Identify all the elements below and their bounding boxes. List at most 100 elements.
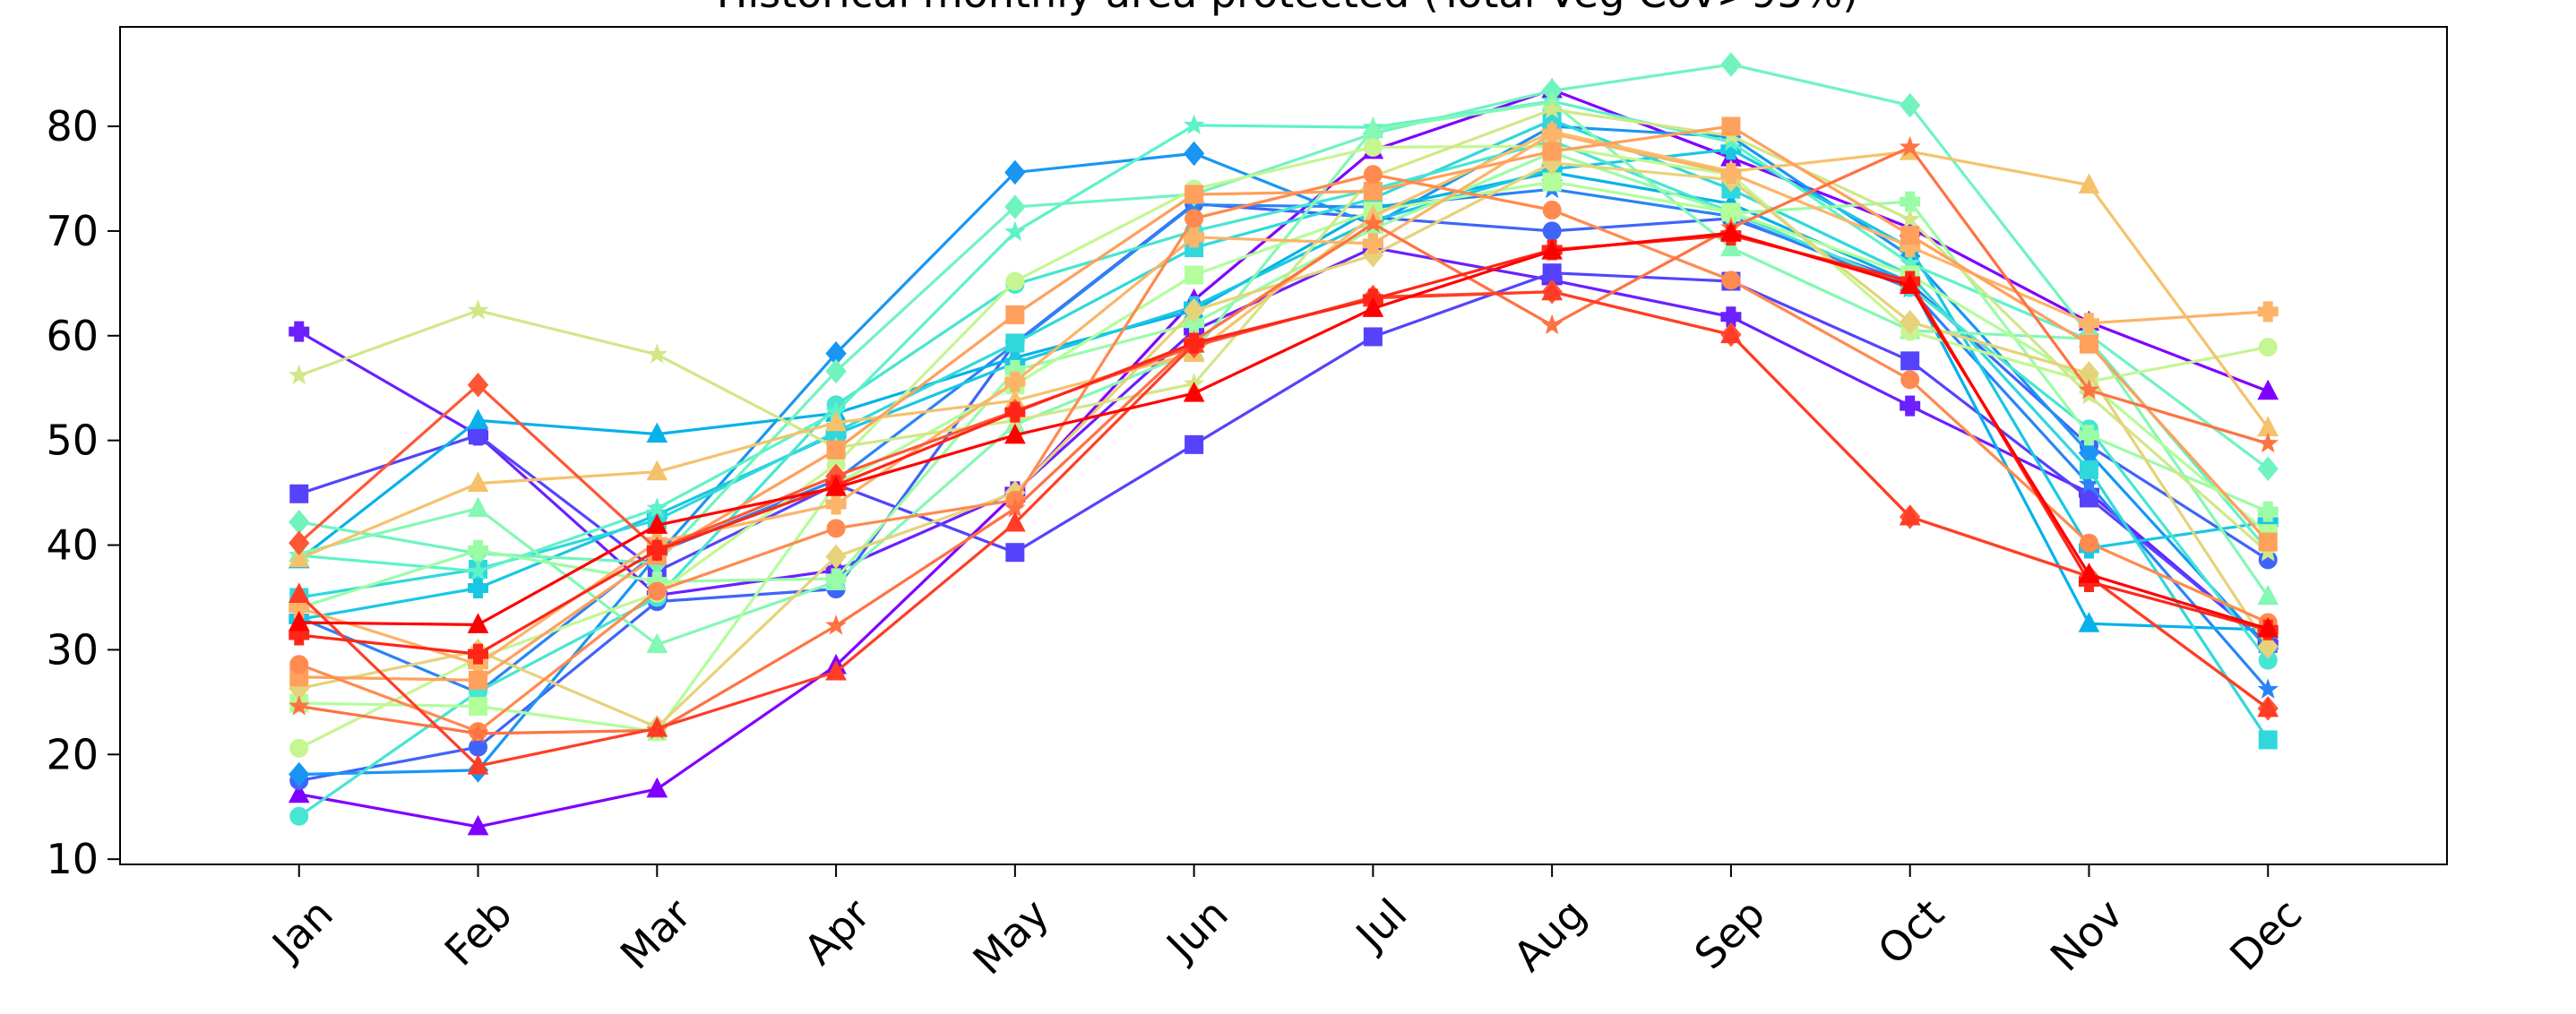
series-21 bbox=[289, 165, 2278, 742]
marker-star bbox=[2078, 379, 2100, 400]
marker-diamond bbox=[825, 358, 847, 384]
marker-triangle bbox=[2257, 379, 2279, 400]
series-line bbox=[298, 144, 2269, 750]
marker-triangle bbox=[2078, 173, 2100, 193]
marker-star bbox=[288, 695, 310, 716]
marker-star bbox=[646, 497, 668, 518]
marker-plus bbox=[1362, 233, 1383, 254]
marker-triangle bbox=[1899, 504, 1921, 526]
marker-diamond bbox=[1183, 297, 1205, 323]
x-tick-label: Apr bbox=[795, 889, 880, 975]
marker-square bbox=[1005, 543, 1025, 563]
marker-triangle bbox=[1362, 296, 1384, 317]
marker-circle bbox=[469, 737, 488, 757]
marker-triangle bbox=[1004, 511, 1026, 532]
marker-triangle bbox=[288, 582, 310, 603]
y-tick-label: 30 bbox=[46, 625, 99, 674]
y-tick-label: 10 bbox=[46, 835, 99, 883]
marker-circle bbox=[1363, 165, 1383, 185]
chart-title: Historical monthly area protected (Total… bbox=[717, 0, 1858, 17]
marker-triangle bbox=[646, 422, 668, 443]
marker-circle bbox=[2258, 338, 2278, 357]
marker-diamond bbox=[1183, 141, 1205, 167]
marker-star bbox=[1899, 208, 1921, 229]
marker-plus bbox=[2257, 501, 2279, 522]
marker-diamond bbox=[2257, 456, 2279, 481]
series-line bbox=[298, 99, 2270, 573]
marker-square bbox=[2079, 488, 2098, 508]
marker-square bbox=[469, 670, 488, 690]
marker-star bbox=[467, 722, 489, 743]
marker-triangle bbox=[1720, 236, 1742, 257]
marker-plus bbox=[1184, 332, 1205, 354]
marker-triangle bbox=[467, 814, 489, 836]
y-tick-label: 40 bbox=[46, 521, 99, 570]
marker-plus bbox=[1004, 401, 1026, 423]
marker-triangle bbox=[467, 408, 489, 429]
marker-circle bbox=[289, 738, 309, 758]
marker-circle bbox=[2079, 533, 2098, 553]
marker-square bbox=[1005, 333, 1025, 353]
plot-area bbox=[120, 27, 2447, 864]
marker-square bbox=[1900, 226, 1920, 245]
marker-triangle bbox=[2078, 563, 2100, 583]
marker-plus bbox=[468, 643, 489, 665]
marker-diamond bbox=[289, 761, 310, 787]
series-line bbox=[298, 271, 2270, 645]
marker-circle bbox=[647, 581, 667, 601]
marker-circle bbox=[1363, 137, 1383, 157]
x-tick-label: Nov bbox=[2041, 889, 2132, 981]
marker-square bbox=[1363, 327, 1383, 347]
marker-star bbox=[2257, 432, 2279, 453]
marker-triangle bbox=[825, 476, 847, 496]
marker-triangle bbox=[825, 659, 847, 681]
marker-circle bbox=[1185, 209, 1204, 228]
series-line bbox=[298, 132, 2269, 666]
marker-diamond bbox=[1720, 52, 1742, 77]
marker-plus bbox=[468, 539, 489, 561]
marker-star bbox=[646, 343, 668, 364]
marker-star bbox=[2257, 678, 2279, 699]
marker-diamond bbox=[1004, 194, 1026, 219]
marker-circle bbox=[1900, 370, 1920, 390]
y-tick-label: 70 bbox=[46, 207, 99, 255]
marker-plus bbox=[289, 321, 310, 342]
marker-triangle bbox=[1183, 381, 1205, 402]
series-19 bbox=[289, 123, 2279, 675]
marker-triangle bbox=[1720, 221, 1742, 242]
marker-triangle bbox=[646, 632, 668, 654]
marker-triangle bbox=[467, 496, 489, 518]
marker-plus bbox=[825, 568, 847, 589]
marker-circle bbox=[289, 806, 309, 826]
marker-star bbox=[467, 560, 489, 580]
marker-square bbox=[1721, 116, 1741, 136]
y-tick-label: 60 bbox=[46, 312, 99, 360]
marker-plus bbox=[1720, 163, 1742, 185]
marker-circle bbox=[1542, 221, 1562, 241]
series-line bbox=[298, 130, 2270, 561]
marker-square bbox=[1185, 265, 1204, 285]
marker-diamond bbox=[1004, 159, 1026, 185]
y-tick-label: 80 bbox=[46, 102, 99, 150]
y-tick-label: 50 bbox=[46, 417, 99, 465]
marker-triangle bbox=[1541, 279, 1563, 301]
x-tick-label: Jul bbox=[1345, 889, 1417, 961]
marker-triangle bbox=[2257, 584, 2279, 606]
marker-square bbox=[469, 697, 488, 717]
marker-square bbox=[1542, 142, 1562, 161]
marker-diamond bbox=[2257, 634, 2279, 659]
marker-triangle bbox=[2078, 612, 2100, 632]
marker-star bbox=[825, 614, 847, 635]
marker-plus bbox=[1900, 191, 1921, 212]
marker-square bbox=[2258, 730, 2278, 750]
x-tick-label: Aug bbox=[1504, 889, 1596, 981]
marker-square bbox=[1363, 181, 1383, 201]
marker-star bbox=[1362, 212, 1384, 233]
marker-triangle bbox=[288, 610, 310, 632]
series-line bbox=[298, 231, 2269, 631]
y-tick-label: 20 bbox=[46, 730, 99, 778]
series-line bbox=[298, 125, 2270, 777]
marker-diamond bbox=[467, 372, 489, 398]
marker-triangle bbox=[825, 410, 847, 432]
